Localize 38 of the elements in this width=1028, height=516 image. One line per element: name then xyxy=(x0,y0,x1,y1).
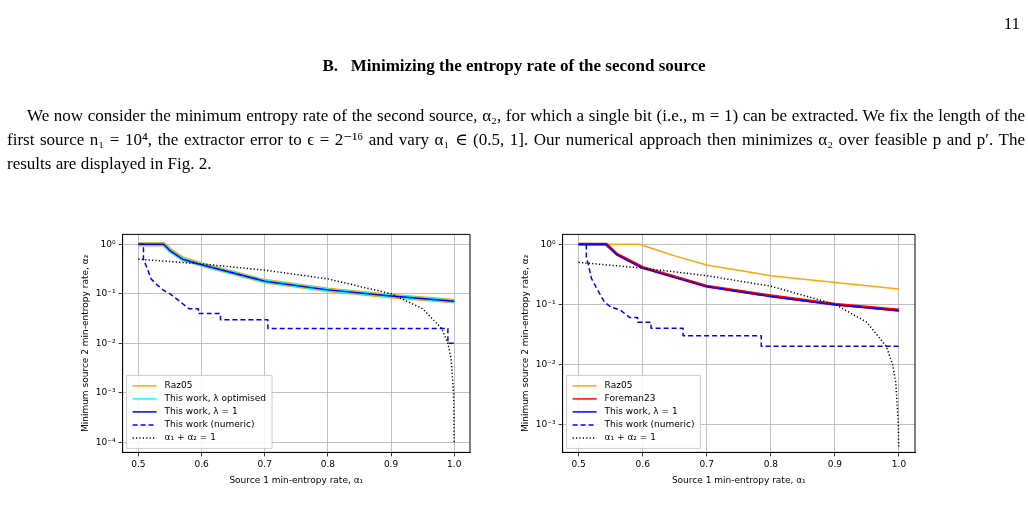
x-tick-label: 0.6 xyxy=(194,459,209,470)
y-tick-label: 10⁻² xyxy=(95,337,116,348)
y-tick-label: 10⁻⁴ xyxy=(95,436,116,447)
legend-label: Raz05 xyxy=(604,380,633,391)
legend-label: This work (numeric) xyxy=(603,419,695,430)
x-tick-label: 0.7 xyxy=(257,459,272,470)
y-tick-label: 10⁻¹ xyxy=(535,298,556,309)
x-tick-label: 1.0 xyxy=(891,459,907,470)
legend-label: α₁ + α₂ = 1 xyxy=(604,432,656,443)
x-tick-label: 0.6 xyxy=(635,459,651,470)
legend-label: α₁ + α₂ = 1 xyxy=(164,432,216,443)
legend-label: This work, λ optimised xyxy=(163,393,267,404)
x-axis-title: Source 1 min-entropy rate, α₁ xyxy=(229,474,364,485)
legend-label: Raz05 xyxy=(164,380,193,391)
y-tick-label: 10⁻³ xyxy=(95,387,116,398)
y-tick-label: 10⁰ xyxy=(100,238,116,249)
x-tick-label: 0.8 xyxy=(763,459,779,470)
legend-label: This work, λ = 1 xyxy=(603,406,678,417)
x-axis-title: Source 1 min-entropy rate, α₁ xyxy=(671,474,807,485)
y-tick-label: 10⁻³ xyxy=(535,418,556,429)
x-tick-label: 0.8 xyxy=(320,459,336,470)
legend-label: Foreman23 xyxy=(604,393,656,404)
text: B. Minimizing the entropy rate of the second source xyxy=(321,56,707,76)
x-tick-label: 0.5 xyxy=(571,459,586,470)
y-tick-label: 10⁻² xyxy=(535,358,556,369)
text: 11 xyxy=(1003,14,1020,34)
x-tick-label: 0.9 xyxy=(827,459,843,470)
y-tick-label: 10⁰ xyxy=(540,238,556,249)
legend-label: This work, λ = 1 xyxy=(163,406,238,417)
y-axis-title: Minimum source 2 min-entropy rate, α₂ xyxy=(79,254,90,433)
x-tick-label: 0.5 xyxy=(131,459,146,470)
x-tick-label: 0.9 xyxy=(383,459,399,470)
text: We now consider the minimum entropy rate of the second source, α₂, for which a single bit (i.e., m = 1) can be extracted. We fix the length of the first source n₁ = 10⁴, the extractor error to ϵ = 2⁻¹⁶ and vary α₁ ∈ (0.5, 1]. Our numerical approach then minimizes α₂ over feasible p and p′. The results are displayed in Fig. 2. xyxy=(7,105,1025,175)
x-tick-label: 1.0 xyxy=(447,459,462,470)
legend-label: This work (numeric) xyxy=(163,419,255,430)
x-tick-label: 0.7 xyxy=(699,459,714,470)
y-tick-label: 10⁻¹ xyxy=(95,288,116,299)
y-axis-title: Minimum source 2 min-entropy rate, α₂ xyxy=(519,254,530,433)
